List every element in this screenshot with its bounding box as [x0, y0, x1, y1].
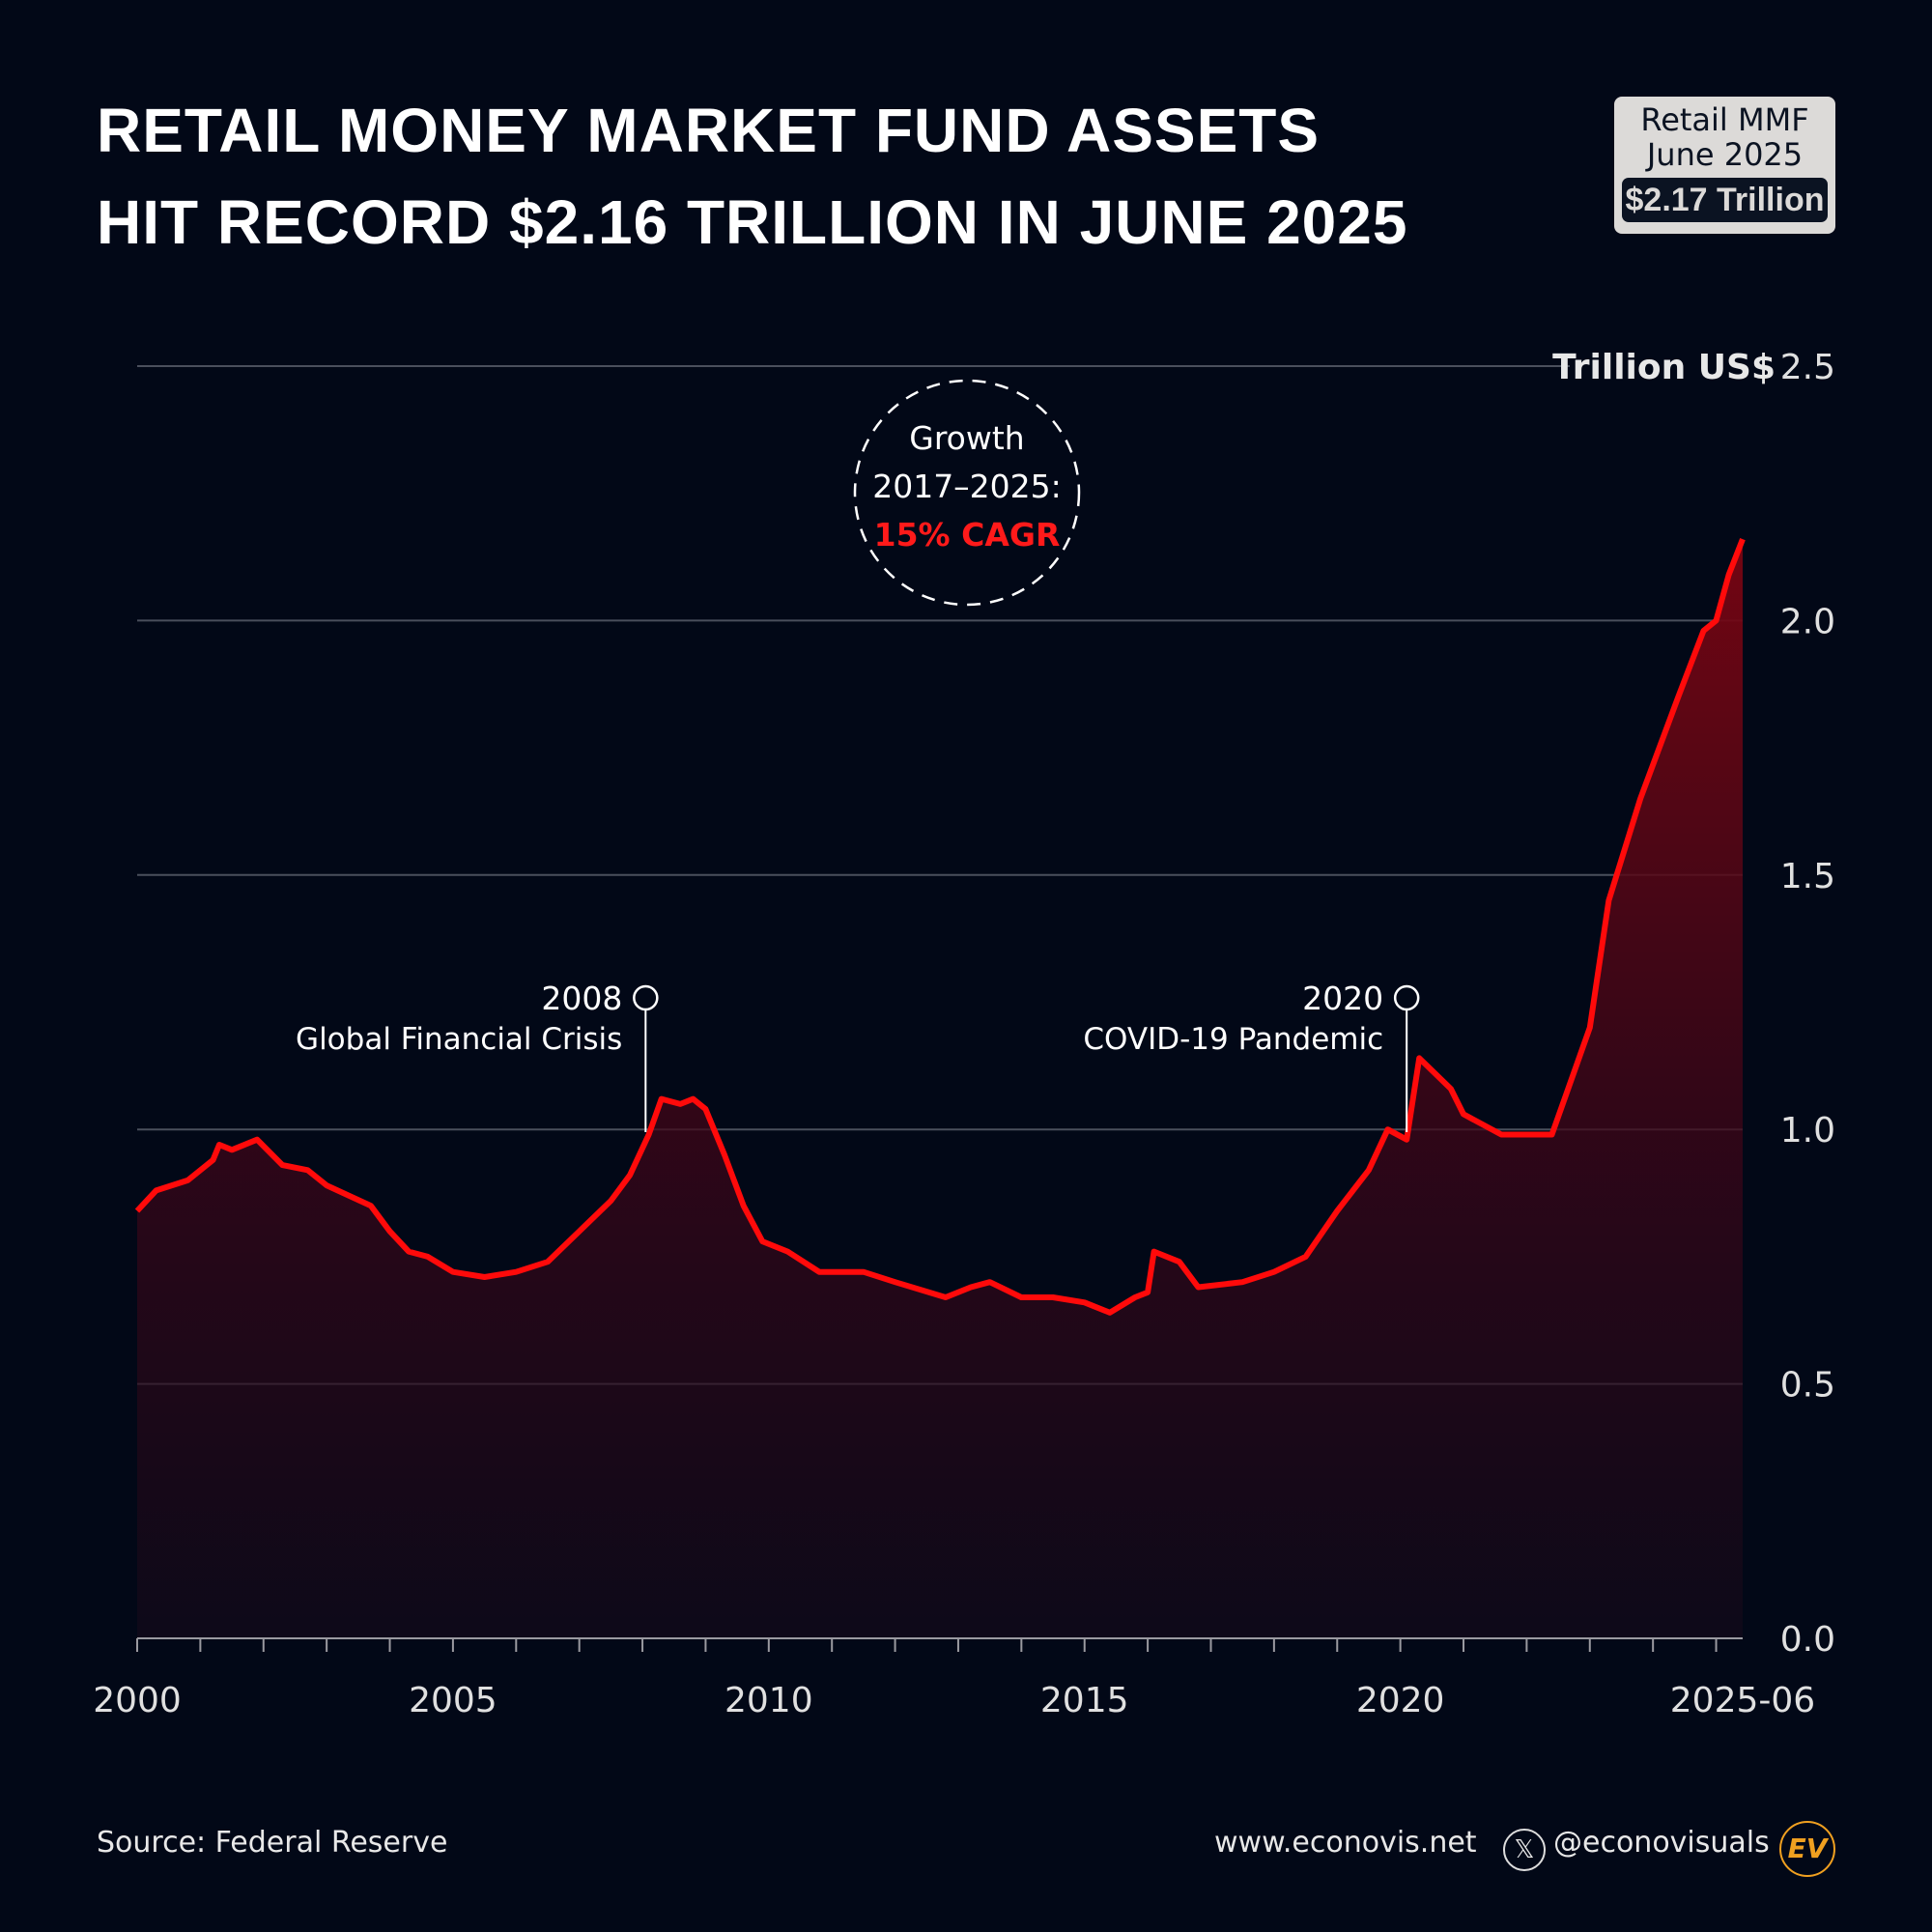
- badge-line-1: Retail MMF: [1640, 101, 1809, 138]
- series-line: [134, 538, 1746, 1316]
- growth-callout: Growth 2017–2025: 15% CAGR: [853, 379, 1081, 607]
- y-tick-label: 2.0: [1780, 602, 1835, 641]
- title-line-2: HIT RECORD $2.16 TRILLION IN JUNE 2025: [97, 187, 1408, 257]
- annotation-label: Global Financial Crisis: [296, 1022, 622, 1057]
- ev-logo-icon: EV: [1779, 1821, 1835, 1877]
- y-axis-label: Trillion US$: [1552, 348, 1776, 387]
- annotation-label: COVID-19 Pandemic: [1083, 1022, 1383, 1057]
- y-tick-label: 2.5: [1780, 348, 1835, 387]
- annotation-year: 2020: [1302, 980, 1383, 1017]
- callout-line-3: 15% CAGR: [874, 516, 1061, 554]
- x-tick-label: 2010: [724, 1681, 813, 1720]
- annotation-marker: [1393, 984, 1420, 1011]
- callout-line-1: Growth: [909, 419, 1024, 457]
- social-handle[interactable]: @econovisuals: [1553, 1826, 1770, 1860]
- badge-value: $2.17 Trillion: [1622, 178, 1828, 222]
- callout-line-2: 2017–2025:: [872, 468, 1062, 505]
- y-tick-label: 0.5: [1780, 1366, 1835, 1406]
- y-tick-label: 1.0: [1780, 1111, 1835, 1151]
- x-tick-label: 2015: [1040, 1681, 1129, 1720]
- x-logo-icon: 𝕏: [1503, 1829, 1546, 1871]
- website-link[interactable]: www.econovis.net: [1214, 1826, 1477, 1860]
- source-note: Source: Federal Reserve: [97, 1826, 448, 1860]
- badge-line-2: June 2025: [1646, 136, 1804, 173]
- summary-badge: Retail MMF June 2025 $2.17 Trillion: [1614, 97, 1835, 234]
- annotation-marker: [633, 984, 659, 1011]
- y-tick-label: 0.0: [1780, 1620, 1835, 1660]
- x-tick-label: 2020: [1356, 1681, 1445, 1720]
- x-tick-label: 2000: [93, 1681, 182, 1720]
- chart-title: RETAIL MONEY MARKET FUND ASSETS HIT RECO…: [97, 85, 1407, 269]
- y-tick-label: 1.5: [1780, 857, 1835, 896]
- area-fill: [137, 539, 1743, 1638]
- x-tick-label: 2005: [409, 1681, 497, 1720]
- title-line-1: RETAIL MONEY MARKET FUND ASSETS: [97, 96, 1321, 165]
- annotation-year: 2008: [541, 980, 622, 1017]
- x-tick-label: 2025-06: [1670, 1681, 1815, 1720]
- dashed-circle: [853, 379, 1081, 607]
